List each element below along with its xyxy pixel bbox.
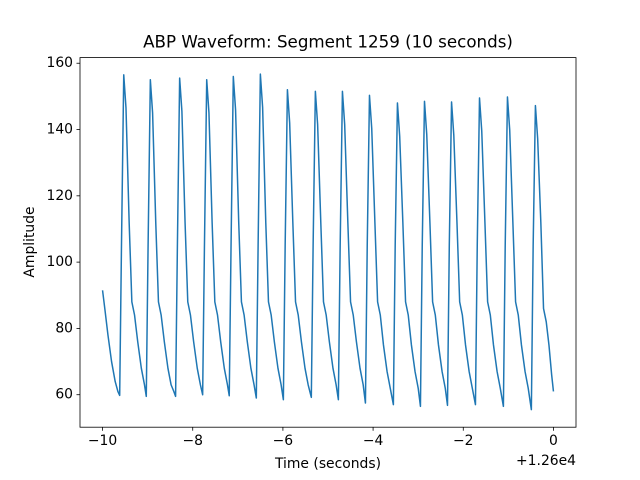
- y-tick-label: 100: [46, 254, 73, 270]
- x-axis-label: Time (seconds): [274, 456, 381, 472]
- x-tick-label: −4: [363, 433, 384, 449]
- y-tick-label: 160: [46, 55, 73, 71]
- x-tick-label: −6: [273, 433, 293, 449]
- y-axis-label: Amplitude: [22, 206, 38, 277]
- x-tick-label: −8: [182, 433, 202, 449]
- plot-frame: [79, 57, 577, 428]
- y-tick-label: 80: [55, 320, 73, 336]
- y-tick-label: 60: [55, 387, 73, 403]
- x-tick-label: −10: [88, 433, 117, 449]
- x-tick-label: 0: [549, 433, 558, 449]
- y-tick-label: 120: [46, 188, 73, 204]
- x-offset-label: +1.26e4: [516, 453, 576, 469]
- line-series: [101, 73, 555, 411]
- x-tick-label: −2: [453, 433, 473, 449]
- chart-title: ABP Waveform: Segment 1259 (10 seconds): [143, 32, 513, 52]
- y-tick-label: 140: [46, 122, 73, 138]
